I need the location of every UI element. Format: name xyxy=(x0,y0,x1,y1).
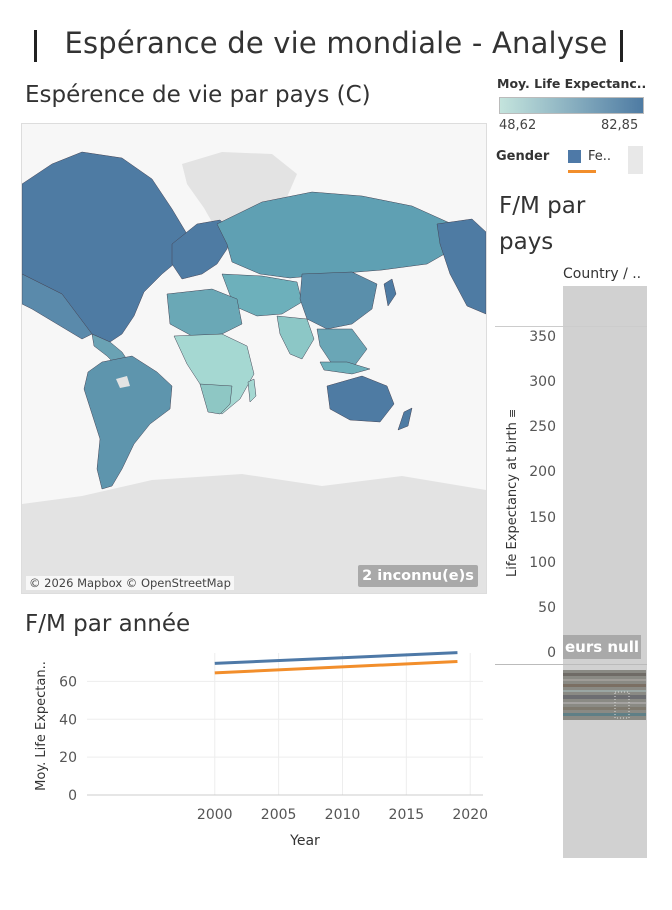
china-region[interactable] xyxy=(299,271,378,330)
indonesia-region[interactable] xyxy=(319,361,371,375)
title-divider-left xyxy=(34,30,37,62)
map-attribution[interactable]: © 2026 Mapbox © OpenStreetMap xyxy=(26,576,234,590)
legend-scrollbar[interactable] xyxy=(628,146,643,174)
alaska-region[interactable] xyxy=(436,218,486,315)
country-y-tick: 0 xyxy=(547,645,556,661)
country-bars-stripes[interactable] xyxy=(563,670,646,720)
antarctica-region[interactable] xyxy=(22,474,486,593)
x-tick-label: 2005 xyxy=(261,807,297,823)
title-divider-right xyxy=(620,30,623,62)
sub-saharan-africa-region[interactable] xyxy=(173,333,255,415)
europe-region[interactable] xyxy=(171,219,233,280)
dashboard-header: Espérance de vie mondiale - Analyse xyxy=(0,0,672,80)
country-y-tick: 300 xyxy=(529,374,556,391)
map-title: Espérence de vie par pays (C) xyxy=(25,82,371,108)
japan-region[interactable] xyxy=(383,278,397,307)
x-axis-label: Year xyxy=(289,833,320,849)
country-y-tick: 100 xyxy=(529,554,556,571)
axis-divider-bottom xyxy=(495,664,647,665)
plot-area xyxy=(87,653,483,795)
axis-divider-top xyxy=(495,326,647,327)
country-chart-panel[interactable] xyxy=(563,286,647,858)
x-tick-label: 2010 xyxy=(325,807,361,823)
series-line-female[interactable] xyxy=(214,651,458,665)
country-column-header[interactable]: Country / .. xyxy=(563,266,647,282)
australia-region[interactable] xyxy=(326,375,395,423)
x-tick-label: 2000 xyxy=(197,807,233,823)
null-values-badge[interactable]: eurs null xyxy=(563,635,641,659)
southern-africa-region[interactable] xyxy=(199,383,233,415)
country-y-tick: 50 xyxy=(538,599,556,616)
no-data-country[interactable] xyxy=(116,376,130,388)
sort-icon[interactable]: ≡ xyxy=(506,408,519,418)
country-y-tick: 150 xyxy=(529,509,556,526)
russia-region[interactable] xyxy=(216,191,463,279)
gender-female-swatch[interactable] xyxy=(568,150,581,163)
y-tick-label: 60 xyxy=(59,674,77,690)
year-chart-title: F/M par année xyxy=(25,611,191,637)
unknown-values-badge[interactable]: 2 inconnu(e)s xyxy=(358,565,478,587)
year-line-chart[interactable]: 0 20 40 60 2000 2005 2010 2015 2020 Year Moy. Life… xyxy=(21,645,491,860)
india-region[interactable] xyxy=(276,315,315,360)
country-y-tick: 350 xyxy=(529,329,556,345)
new-zealand-region[interactable] xyxy=(397,407,413,431)
y-tick-label: 0 xyxy=(68,788,77,804)
dashboard-title: Espérance de vie mondiale - Analyse xyxy=(64,26,608,60)
country-y-tick: 200 xyxy=(529,464,556,481)
y-axis-label: Moy. Life Expectan.. xyxy=(34,661,49,791)
usa-region[interactable] xyxy=(22,273,93,340)
series-line-male[interactable] xyxy=(214,660,458,675)
color-legend-ramp xyxy=(499,97,644,114)
country-chart-title: F/M par pays xyxy=(499,193,586,255)
madagascar-region[interactable] xyxy=(247,378,257,403)
color-legend-title[interactable]: Moy. Life Expectanc.. xyxy=(497,76,647,91)
x-tick-label: 2020 xyxy=(452,807,488,823)
world-map[interactable] xyxy=(21,123,487,594)
gender-legend-title[interactable]: Gender xyxy=(496,149,550,164)
world-map-canvas[interactable] xyxy=(22,124,486,593)
y-tick-label: 20 xyxy=(59,750,77,766)
north-africa-region[interactable] xyxy=(166,288,243,337)
gender-male-swatch[interactable] xyxy=(568,170,596,173)
color-legend-max: 82,85 xyxy=(601,118,639,133)
gender-female-label[interactable]: Fe.. xyxy=(588,149,612,164)
y-tick-label: 40 xyxy=(59,712,77,728)
country-y-tick: 250 xyxy=(529,419,556,436)
color-legend-min: 48,62 xyxy=(499,118,537,133)
x-tick-label: 2015 xyxy=(389,807,425,823)
south-america-region[interactable] xyxy=(83,355,173,490)
